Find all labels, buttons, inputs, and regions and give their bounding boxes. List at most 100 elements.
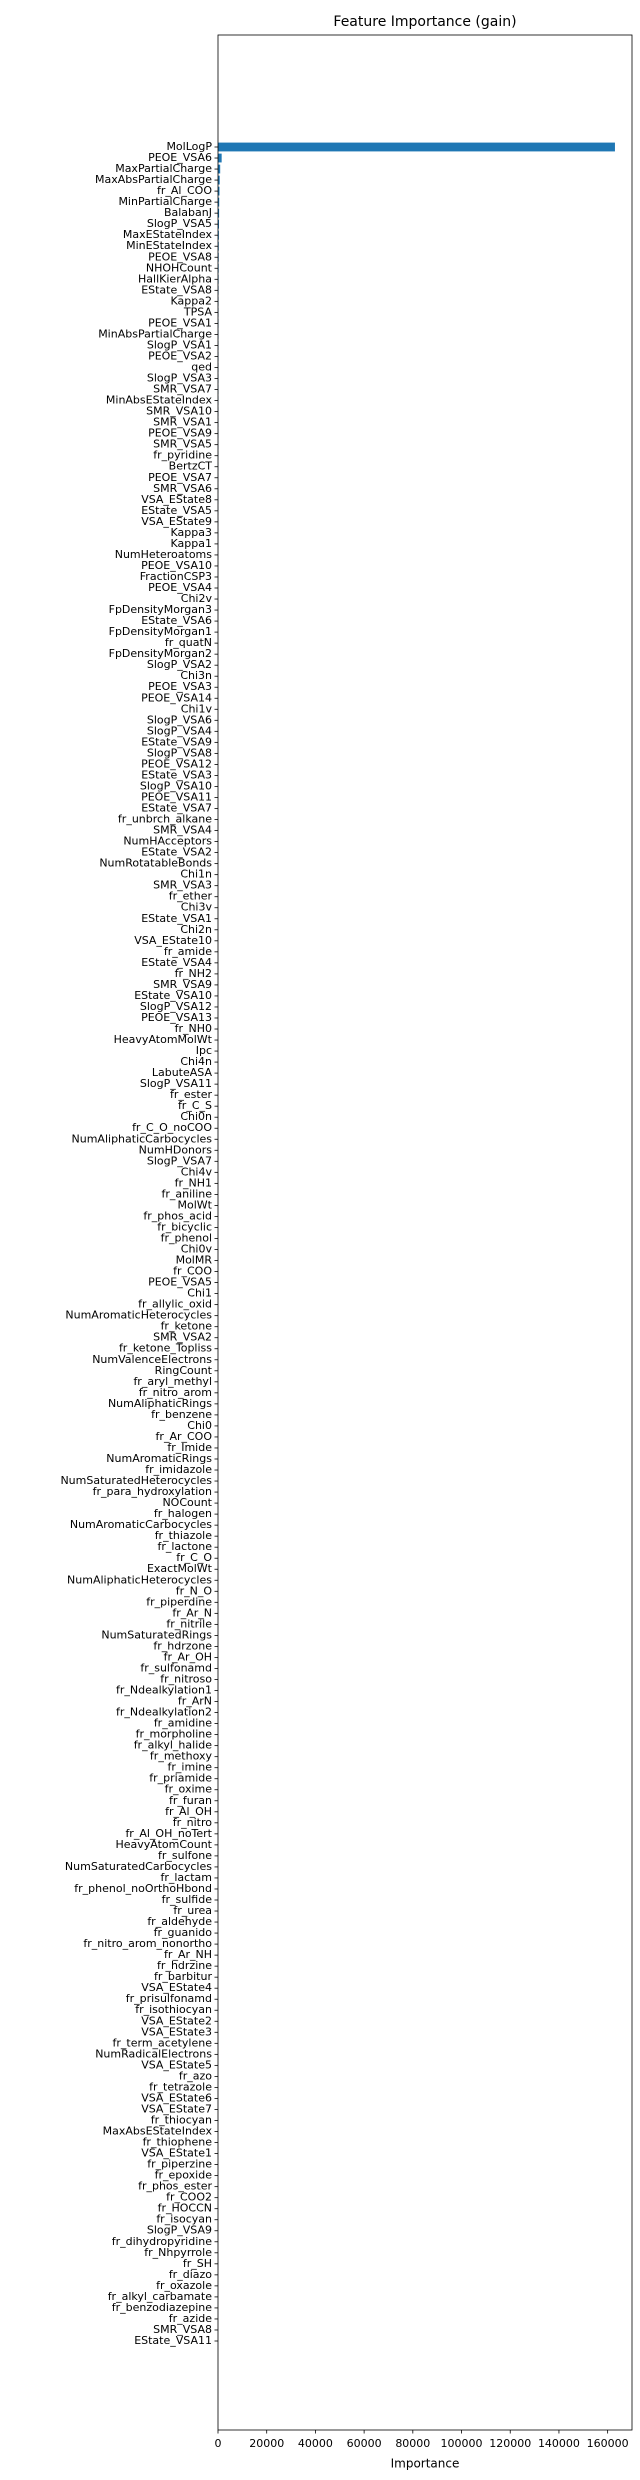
y-tick-label: MaxEStateIndex [123, 228, 213, 241]
y-tick-label: SMR_VSA10 [146, 405, 212, 418]
y-tick-label: MinPartialCharge [118, 195, 212, 208]
y-tick-label: Kappa1 [171, 537, 212, 550]
y-tick-label: fr_alkyl_carbamate [108, 2290, 213, 2303]
y-tick-label: VSA_EState10 [134, 934, 212, 947]
y-tick-label: MinAbsEStateIndex [106, 394, 213, 407]
y-tick-label: Kappa2 [171, 294, 212, 307]
y-tick-label: FpDensityMorgan2 [109, 647, 212, 660]
y-tick-label: RingCount [155, 1364, 213, 1377]
y-tick-label: fr_isothiocyan [135, 2003, 212, 2016]
y-tick-label: NumAromaticRings [106, 1452, 212, 1465]
bar [218, 219, 219, 229]
y-tick-label: fr_NH1 [175, 1176, 212, 1189]
y-tick-label: Chi0v [181, 1243, 213, 1256]
y-tick-label: EState_VSA7 [141, 802, 212, 815]
x-tick-label: 140000 [538, 2437, 580, 2450]
y-tick-label: PEOE_VSA2 [148, 349, 212, 362]
y-tick-label: VSA_EState4 [141, 1981, 212, 1994]
y-tick-label: fr_diazo [169, 2268, 212, 2281]
y-tick-label: HeavyAtomCount [115, 1838, 212, 1851]
y-tick-label: Chi0 [187, 1419, 212, 1432]
y-tick-label: fr_guanido [154, 1926, 213, 1939]
y-tick-label: fr_HOCCN [158, 2202, 212, 2215]
y-tick-label: PEOE_VSA12 [141, 757, 212, 770]
y-tick-label: EState_VSA11 [134, 2334, 212, 2347]
y-tick-label: PEOE_VSA4 [148, 581, 212, 594]
y-tick-label: fr_nitro_arom [139, 1386, 212, 1399]
bar [218, 186, 220, 196]
y-tick-label: fr_piperdine [146, 1595, 212, 1608]
y-tick-label: MolMR [176, 1254, 213, 1267]
y-tick-label: PEOE_VSA13 [141, 1011, 212, 1024]
y-tick-label: fr_priamide [149, 1772, 212, 1785]
y-tick-label: fr_para_hydroxylation [93, 1485, 212, 1498]
y-tick-label: fr_Ar_N [172, 1606, 212, 1619]
y-tick-label: fr_azide [169, 2312, 212, 2325]
y-tick-label: NumValenceElectrons [92, 1353, 212, 1366]
x-tick-label: 80000 [395, 2437, 430, 2450]
y-tick-label: fr_C_S [178, 1099, 212, 1112]
y-tick-label: fr_amide [164, 945, 212, 958]
y-tick-label: fr_amidine [154, 1717, 212, 1730]
y-tick-label: fr_benzene [151, 1408, 212, 1421]
y-tick-label: fr_ether [169, 890, 213, 903]
y-tick-label: PEOE_VSA1 [148, 316, 212, 329]
y-tick-label: fr_pyridine [153, 449, 212, 462]
y-tick-label: fr_sulfonamd [140, 1661, 212, 1674]
y-tick-label: fr_methoxy [150, 1750, 213, 1763]
y-tick-label: NumSaturatedRings [101, 1628, 212, 1641]
x-tick-label: 20000 [249, 2437, 284, 2450]
y-tick-label: fr_piperzine [147, 2158, 212, 2171]
y-tick-label: NumSaturatedHeterocycles [60, 1474, 212, 1487]
y-tick-label: NumHDonors [139, 1143, 213, 1156]
y-tick-label: fr_oxime [165, 1783, 213, 1796]
y-tick-label: VSA_EState2 [141, 2014, 212, 2027]
y-tick-label: PEOE_VSA14 [141, 691, 212, 704]
y-tick-label: fr_Nhpyrrole [144, 2246, 212, 2259]
bar [218, 142, 615, 152]
y-tick-label: SlogP_VSA11 [140, 1077, 212, 1090]
y-tick-label: SlogP_VSA9 [147, 2224, 212, 2237]
y-tick-label: fr_SH [183, 2257, 212, 2270]
y-tick-label: fr_NH2 [175, 967, 212, 980]
y-tick-label: PEOE_VSA7 [148, 471, 212, 484]
y-tick-label: PEOE_VSA8 [148, 250, 212, 263]
y-tick-label: fr_Al_OH_noTert [125, 1827, 212, 1840]
y-tick-label: fr_urea [173, 1904, 212, 1917]
y-tick-label: fr_aryl_methyl [133, 1375, 212, 1388]
y-tick-label: MolLogP [166, 140, 212, 153]
y-tick-label: fr_Ar_COO [156, 1430, 213, 1443]
y-tick-label: fr_halogen [154, 1507, 212, 1520]
bar [218, 164, 221, 174]
x-tick-label: 160000 [587, 2437, 629, 2450]
y-tick-label: SlogP_VSA5 [147, 217, 212, 230]
y-tick-label: fr_phenol_noOrthoHbond [74, 1882, 212, 1895]
y-tick-label: fr_Al_COO [157, 184, 212, 197]
y-tick-label: SMR_VSA7 [153, 383, 212, 396]
y-tick-label: MaxPartialCharge [115, 162, 212, 175]
x-tick-label: 100000 [441, 2437, 483, 2450]
y-tick-label: Chi2n [180, 923, 212, 936]
y-tick-label: SlogP_VSA1 [147, 338, 212, 351]
y-tick-label: VSA_EState1 [141, 2147, 212, 2160]
y-tick-label: fr_nitro_arom_nonortho [83, 1937, 212, 1950]
y-tick-label: FractionCSP3 [140, 570, 212, 583]
y-tick-label: Ipc [196, 1044, 212, 1057]
y-tick-label: VSA_EState5 [141, 2058, 212, 2071]
y-tick-label: fr_phos_ester [138, 2180, 212, 2193]
y-tick-label: EState_VSA9 [141, 735, 212, 748]
y-tick-label: NHOHCount [146, 261, 213, 274]
x-tick-label: 60000 [347, 2437, 382, 2450]
y-tick-label: fr_nitroso [160, 1672, 212, 1685]
y-tick-label: SMR_VSA5 [153, 438, 212, 451]
y-tick-label: EState_VSA3 [141, 768, 212, 781]
x-axis-label: Importance [391, 2457, 460, 2471]
y-tick-label: NumSaturatedCarbocycles [65, 1860, 212, 1873]
y-tick-label: fr_epoxide [155, 2169, 213, 2182]
y-tick-label: EState_VSA1 [141, 912, 212, 925]
y-tick-label: BalabanJ [164, 206, 212, 219]
y-tick-label: SlogP_VSA4 [147, 724, 212, 737]
y-tick-label: fr_nitro [173, 1816, 213, 1829]
y-tick-label: NumAliphaticCarbocycles [72, 1132, 213, 1145]
y-tick-label: fr_ester [170, 1088, 212, 1101]
